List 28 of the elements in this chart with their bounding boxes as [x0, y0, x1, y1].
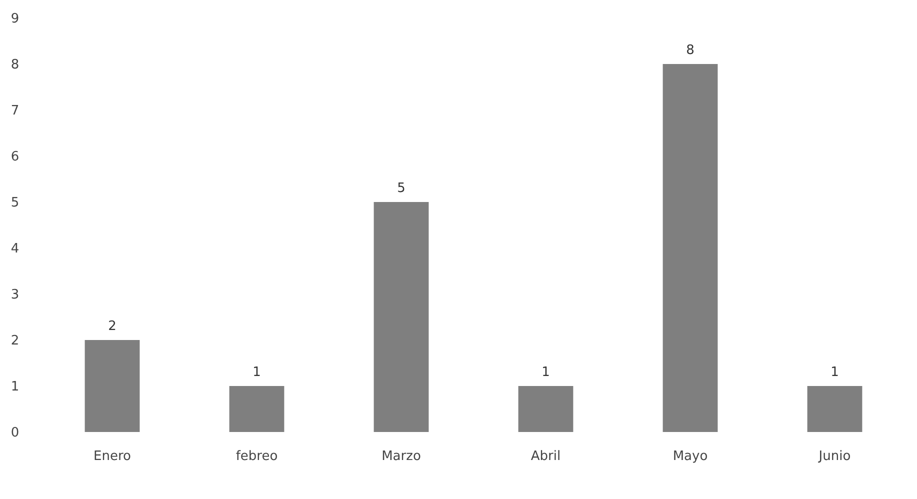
x-tick-label: Marzo — [382, 449, 421, 464]
y-tick-label: 7 — [10, 104, 20, 119]
x-tick-label: Abril — [530, 449, 561, 464]
y-tick-label: 4 — [10, 242, 20, 257]
bar — [229, 386, 284, 432]
data-label: 5 — [397, 181, 406, 196]
bar — [807, 386, 862, 432]
y-tick-label: 8 — [10, 58, 20, 73]
y-tick-label: 3 — [10, 288, 20, 303]
y-tick-label: 5 — [10, 196, 20, 211]
bar — [518, 386, 574, 432]
x-tick-label: Junio — [818, 449, 851, 464]
data-label: 1 — [542, 365, 550, 380]
data-label: 1 — [830, 365, 839, 380]
y-tick-label: 1 — [10, 380, 20, 395]
y-tick-label: 0 — [10, 426, 20, 441]
x-tick-label: Enero — [94, 449, 132, 464]
data-label: 2 — [108, 319, 116, 334]
y-tick-label: 2 — [10, 334, 20, 349]
data-label: 1 — [252, 365, 261, 380]
bar — [374, 202, 429, 432]
x-tick-label: febreo — [236, 449, 278, 464]
bar — [662, 64, 718, 432]
bar — [84, 340, 140, 432]
y-tick-label: 6 — [10, 150, 20, 165]
y-tick-label: 9 — [10, 12, 20, 27]
x-tick-label: Mayo — [672, 449, 708, 464]
data-label: 8 — [686, 43, 694, 58]
